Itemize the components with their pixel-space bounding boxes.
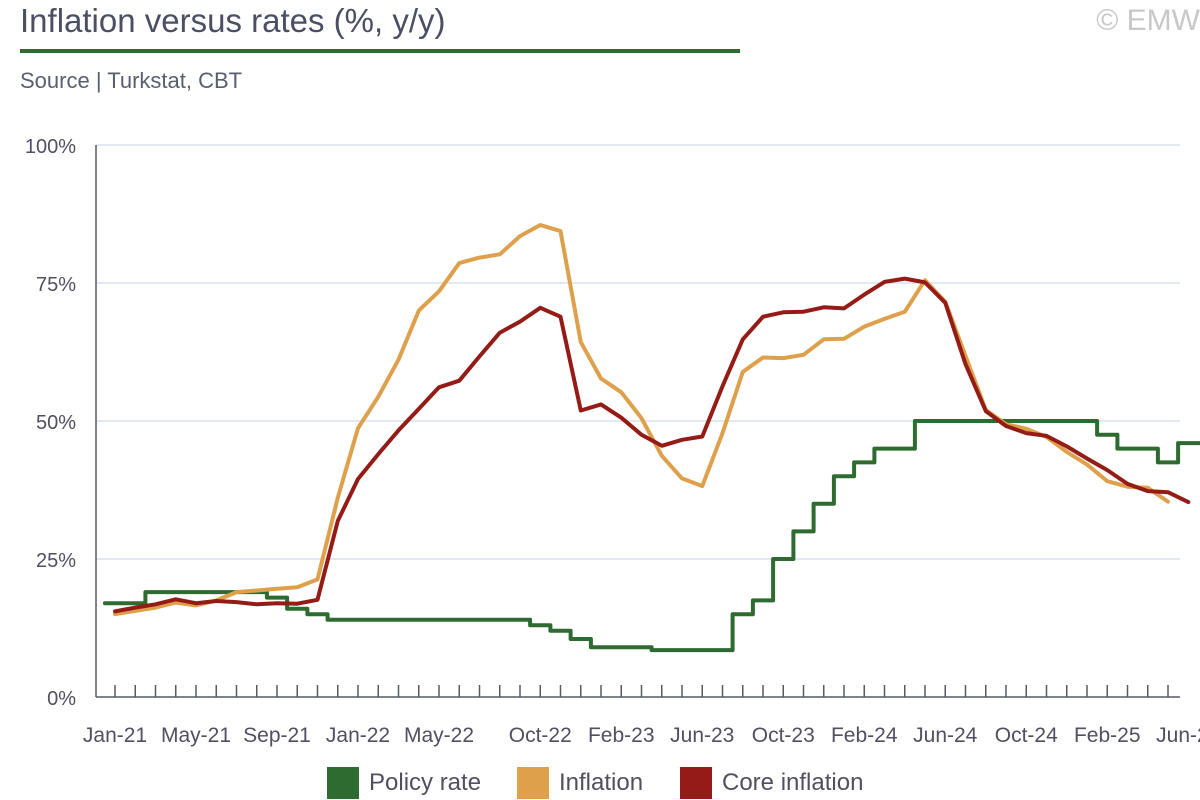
- legend: Policy rate Inflation Core inflation: [0, 766, 1200, 800]
- chart-title: Inflation versus rates (%, y/y): [20, 2, 446, 39]
- x-tick-label: May-22: [404, 724, 474, 747]
- series-line-policy-rate: [102, 419, 1200, 653]
- legend-label-inflation: Inflation: [559, 769, 644, 796]
- x-tick-label: Feb-23: [588, 724, 655, 747]
- legend-swatch-core-inflation: [680, 767, 712, 799]
- y-tick-label: 25%: [36, 550, 76, 572]
- x-tick-label: Jan-22: [326, 724, 390, 747]
- source-note: Source | Turkstat, CBT: [20, 68, 243, 93]
- x-tick-label: Oct-24: [995, 724, 1058, 747]
- x-tick-label: Jun-24: [913, 724, 978, 747]
- x-tick-label: Sep-21: [243, 724, 311, 747]
- legend-item-policy-rate: Policy rate: [327, 766, 481, 800]
- legend-item-core-inflation: Core inflation: [680, 766, 863, 800]
- y-tick-label: 0%: [47, 688, 76, 710]
- y-tick-label: 50%: [36, 412, 76, 434]
- line-chart: 0% 25% 50% 75% 100% Jan-21 May-21 Sep-21 Jan-22 M…: [25, 136, 1200, 747]
- x-tick-label: Feb-24: [831, 724, 898, 747]
- series-line-core-inflation: [113, 276, 1191, 614]
- x-tick-label: Feb-25: [1074, 724, 1141, 747]
- x-tick-label: Jan-21: [83, 724, 147, 747]
- x-tick-label: Oct-22: [509, 724, 572, 747]
- x-tick-label: Jun-25: [1156, 724, 1200, 747]
- x-tick-label: May-21: [161, 724, 231, 747]
- legend-swatch-policy-rate: [327, 767, 359, 799]
- y-tick-label: 100%: [25, 136, 76, 158]
- legend-item-inflation: Inflation: [517, 766, 643, 800]
- legend-label-policy-rate: Policy rate: [369, 769, 482, 796]
- y-tick-label: 75%: [36, 274, 76, 296]
- x-tick-label: Jun-23: [670, 724, 734, 747]
- x-tick-label: Oct-23: [752, 724, 815, 747]
- title-underline: [20, 49, 740, 53]
- legend-label-core-inflation: Core inflation: [722, 769, 864, 796]
- copyright-mark: © EMW: [1096, 4, 1200, 37]
- legend-swatch-inflation: [517, 767, 549, 799]
